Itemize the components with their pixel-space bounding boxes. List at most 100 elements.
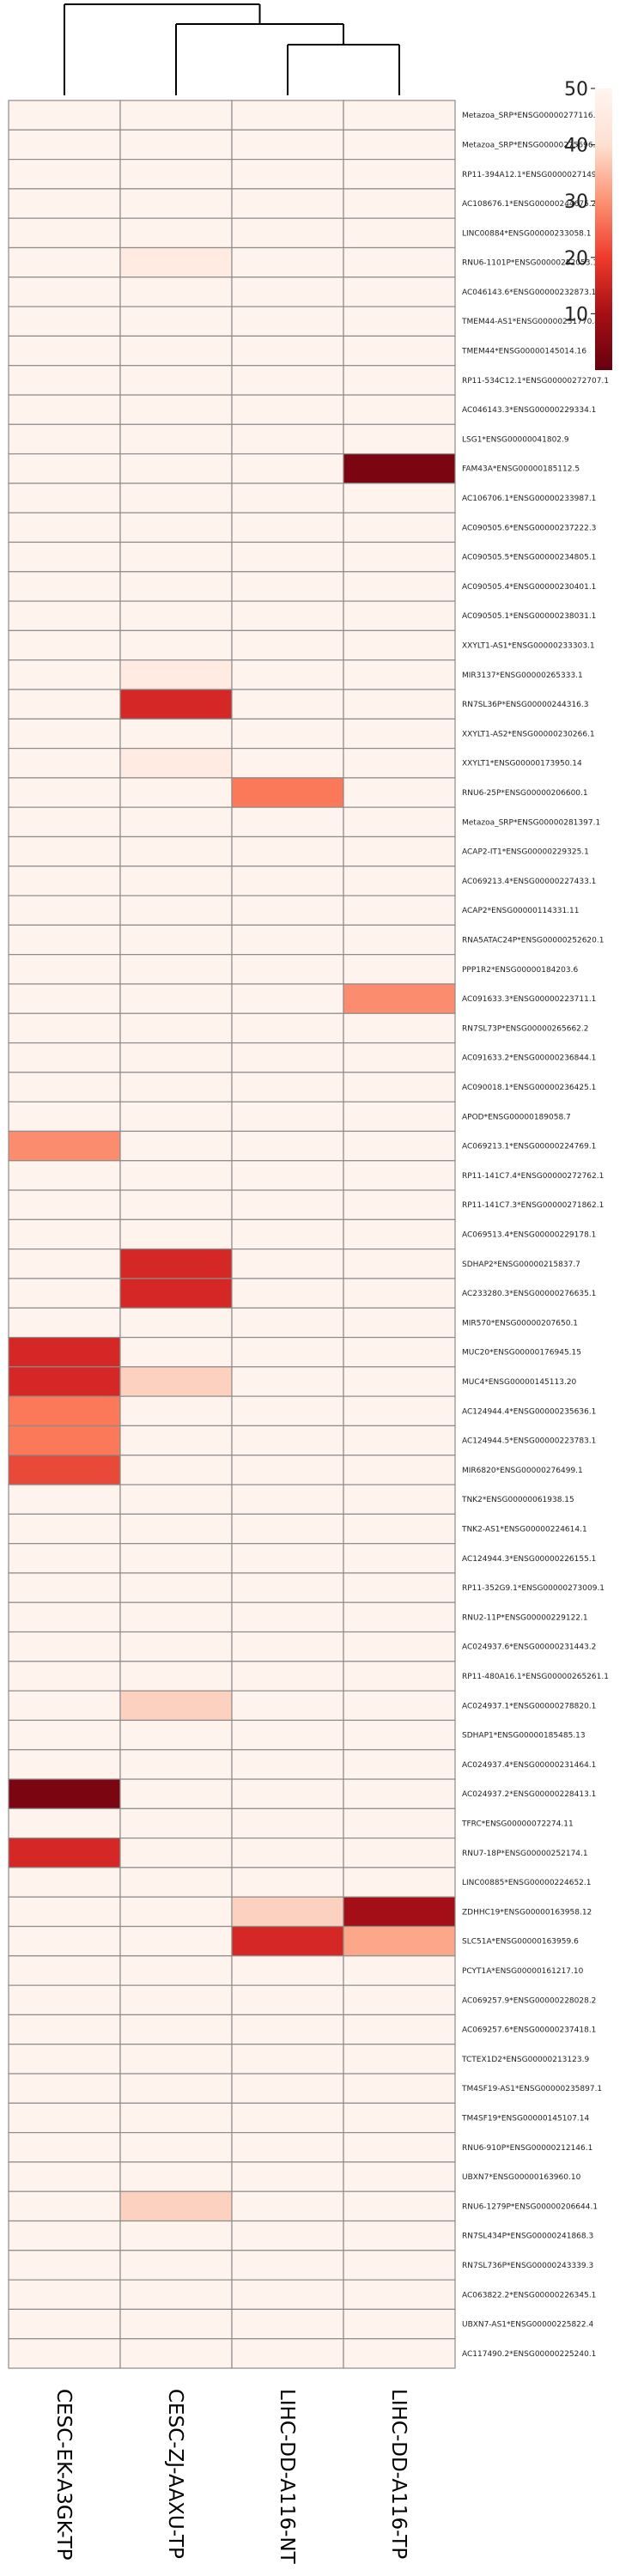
heatmap-cell — [119, 1278, 233, 1309]
heatmap-cell — [343, 806, 456, 838]
heatmap-cell — [343, 983, 456, 1014]
heatmap-cell — [231, 1101, 344, 1133]
row-label: MIR6820*ENSG00000276499.1 — [462, 1467, 583, 1475]
heatmap-cell — [119, 835, 233, 867]
heatmap-cell — [231, 246, 344, 278]
heatmap-cell — [231, 1719, 344, 1751]
heatmap-cell — [343, 1130, 456, 1162]
heatmap-cell — [119, 1955, 233, 1986]
heatmap-cell — [119, 718, 233, 750]
heatmap-cell — [8, 1572, 121, 1603]
heatmap-cell — [343, 246, 456, 278]
heatmap-cell — [119, 689, 233, 720]
heatmap-cell — [231, 2132, 344, 2163]
row-label: AC108676.1*ENSG00000244675.2 — [462, 200, 596, 209]
heatmap-cell — [231, 1838, 344, 1868]
heatmap-cell — [8, 2308, 121, 2340]
heatmap-cell — [119, 1130, 233, 1162]
heatmap-cell — [8, 1307, 121, 1339]
heatmap-cell — [8, 1543, 121, 1574]
heatmap-cell — [119, 2102, 233, 2134]
heatmap-cell — [119, 1631, 233, 1662]
heatmap-cell — [119, 1778, 233, 1809]
heatmap-cell — [231, 1130, 344, 1162]
heatmap-cell — [231, 1189, 344, 1220]
heatmap-cell — [119, 1425, 233, 1456]
row-label: RP11-394A12.1*ENSG00000271493.1 — [462, 171, 609, 179]
heatmap-cell — [343, 571, 456, 602]
heatmap-cell — [231, 453, 344, 484]
heatmap-cell — [119, 924, 233, 956]
row-label: Metazoa_SRP*ENSG00000281397.1 — [462, 818, 600, 827]
heatmap-cell — [231, 2044, 344, 2075]
heatmap-cell — [343, 1307, 456, 1339]
heatmap-cell — [231, 100, 344, 131]
heatmap-cell — [8, 1455, 121, 1485]
heatmap-cell — [343, 1484, 456, 1515]
heatmap-cell — [8, 394, 121, 425]
row-label: TMEM44-AS1*ENSG00000231770.4 — [461, 318, 599, 326]
heatmap-cell — [343, 1778, 456, 1809]
heatmap-cell — [8, 895, 121, 926]
heatmap-cell — [119, 188, 233, 219]
heatmap-cell — [8, 276, 121, 307]
row-label: AC024937.6*ENSG00000231443.2 — [462, 1643, 596, 1652]
row-label: AC063822.2*ENSG00000226345.1 — [462, 2291, 596, 2300]
heatmap-cell — [343, 895, 456, 926]
heatmap-cell — [8, 1072, 121, 1103]
row-label: RNU6-910P*ENSG00000212146.1 — [462, 2144, 592, 2153]
row-label: TFRC*ENSG00000072274.11 — [461, 1820, 574, 1828]
heatmap-cell — [231, 954, 344, 985]
heatmap-cell — [8, 1925, 121, 1957]
heatmap-cell — [119, 1160, 233, 1191]
heatmap-cell — [119, 159, 233, 190]
heatmap-cell — [343, 1601, 456, 1633]
heatmap-cell — [343, 2250, 456, 2281]
color-legend: 10 20 30 40 50 — [564, 79, 612, 370]
heatmap-cell — [343, 1955, 456, 1986]
heatmap-cell — [343, 1661, 456, 1692]
row-label: AC117490.2*ENSG00000225240.1 — [462, 2350, 596, 2359]
heatmap-cell — [8, 629, 121, 661]
heatmap-cell — [343, 2014, 456, 2045]
heatmap-cell — [231, 2073, 344, 2104]
heatmap-cell — [343, 1543, 456, 1574]
row-label: UBXN7-AS1*ENSG00000225822.4 — [462, 2321, 593, 2330]
heatmap-cell — [231, 1455, 344, 1485]
heatmap-cell — [231, 217, 344, 249]
column-label: CESC-EK-A3GK-TP — [52, 2389, 75, 2561]
heatmap-cell — [8, 100, 121, 131]
heatmap-cell — [343, 129, 456, 161]
row-label: XXYLT1-AS1*ENSG00000233303.1 — [462, 642, 595, 651]
heatmap-cell — [119, 483, 233, 513]
heatmap-cell — [231, 483, 344, 513]
heatmap-cell — [231, 306, 344, 337]
heatmap-cell — [8, 483, 121, 513]
heatmap-cell — [231, 866, 344, 896]
heatmap-cell — [231, 394, 344, 425]
heatmap-cell — [8, 1189, 121, 1220]
heatmap-cell — [8, 1130, 121, 1162]
row-label: RP11-352G9.1*ENSG00000273009.1 — [462, 1584, 605, 1593]
row-label: SLC51A*ENSG00000163959.6 — [462, 1938, 579, 1947]
heatmap-cell — [119, 1601, 233, 1633]
row-label: SDHAP1*ENSG00000185485.13 — [462, 1732, 586, 1741]
heatmap-cell — [231, 983, 344, 1014]
heatmap-cell — [8, 541, 121, 573]
row-label: TM4SF19*ENSG00000145107.14 — [461, 2114, 590, 2123]
heatmap-cell — [231, 1278, 344, 1309]
heatmap-cell — [119, 1012, 233, 1044]
heatmap-cell — [343, 1072, 456, 1103]
heatmap-cell — [343, 365, 456, 396]
heatmap-cell — [119, 1838, 233, 1868]
heatmap-cell — [231, 747, 344, 779]
heatmap-cell — [8, 924, 121, 956]
heatmap-cell — [343, 1690, 456, 1722]
heatmap-cell — [343, 1896, 456, 1928]
row-label: XXYLT1*ENSG00000173950.14 — [462, 760, 582, 769]
heatmap-cell — [119, 100, 233, 131]
heatmap-cell — [231, 806, 344, 838]
heatmap-cell — [119, 600, 233, 631]
heatmap-cell — [231, 276, 344, 307]
heatmap-cell — [119, 659, 233, 690]
